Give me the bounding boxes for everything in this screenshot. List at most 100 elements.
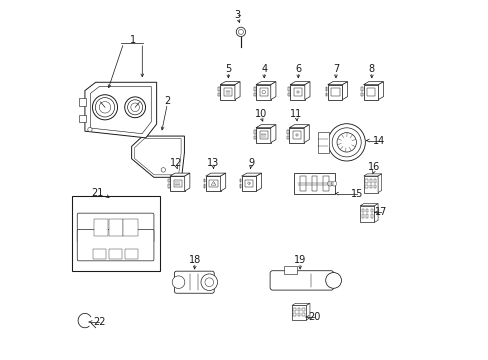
Bar [239,179,241,182]
Bar [255,128,270,143]
Circle shape [262,90,265,94]
Bar [287,93,289,96]
Bar [297,308,300,311]
Bar [295,134,298,136]
Circle shape [331,128,361,157]
Bar [297,313,300,316]
Bar [93,249,105,259]
Circle shape [88,127,92,132]
Bar [302,313,304,316]
Bar [293,313,295,316]
Bar [220,85,234,100]
Bar [79,114,86,122]
Bar [253,136,255,139]
Polygon shape [306,303,309,320]
Bar [245,180,253,188]
Bar [253,93,255,96]
Bar [293,88,301,96]
Bar [109,249,122,259]
Polygon shape [378,82,383,100]
Bar [291,305,306,320]
Bar [296,91,298,93]
Bar [123,219,137,236]
Circle shape [336,132,356,152]
Bar [283,266,296,274]
Circle shape [204,278,213,287]
Text: 15: 15 [350,189,363,199]
Bar [370,209,372,212]
Circle shape [92,95,117,120]
Polygon shape [220,173,225,191]
Bar [373,179,376,183]
FancyBboxPatch shape [269,271,333,290]
FancyBboxPatch shape [77,213,154,242]
Polygon shape [90,86,151,134]
Circle shape [161,168,165,172]
Polygon shape [291,303,309,305]
Polygon shape [255,82,275,85]
Circle shape [247,182,249,184]
Bar [289,85,304,100]
Bar [287,87,289,91]
Text: 16: 16 [367,162,380,172]
Bar [302,308,304,311]
Bar [331,88,339,96]
Text: 22: 22 [93,317,105,327]
Circle shape [99,102,110,113]
Bar [203,179,205,182]
Bar [72,196,159,271]
Bar [93,219,107,236]
Polygon shape [255,125,275,128]
Polygon shape [342,82,347,100]
Text: 20: 20 [307,312,320,322]
Circle shape [127,100,142,115]
Text: 19: 19 [293,255,305,265]
Polygon shape [205,173,225,176]
Polygon shape [85,82,156,138]
Polygon shape [169,173,189,176]
Bar [293,173,334,194]
Bar [325,87,326,91]
Text: 21: 21 [91,188,103,198]
Bar [317,132,328,153]
Bar [327,85,342,100]
Polygon shape [289,125,308,128]
Text: 4: 4 [261,64,267,74]
Bar [253,130,255,134]
FancyBboxPatch shape [174,271,214,293]
Circle shape [325,273,341,288]
Polygon shape [327,82,347,85]
Bar [259,131,267,139]
Bar [361,215,363,218]
Polygon shape [360,204,377,206]
Bar [299,176,305,192]
Bar [218,87,219,91]
Bar [259,88,267,96]
Polygon shape [241,173,261,176]
Bar [369,179,371,183]
Bar [366,88,375,96]
Circle shape [238,30,243,35]
Bar [373,185,376,188]
Bar [323,176,328,192]
Bar [366,209,367,212]
Bar [205,176,220,191]
Bar [361,209,363,212]
Bar [370,215,372,218]
Text: 5: 5 [225,64,231,74]
Text: 9: 9 [247,158,253,168]
Bar [363,85,378,100]
Bar [369,185,371,188]
Circle shape [95,98,115,117]
Polygon shape [211,181,216,185]
Bar [209,180,217,188]
Text: 2: 2 [164,96,170,106]
Circle shape [172,276,184,288]
Bar [255,85,270,100]
Bar [203,184,205,188]
Bar [365,185,367,188]
Bar [108,219,122,236]
Bar [286,136,288,139]
Text: 1: 1 [130,35,136,45]
Polygon shape [363,174,381,176]
